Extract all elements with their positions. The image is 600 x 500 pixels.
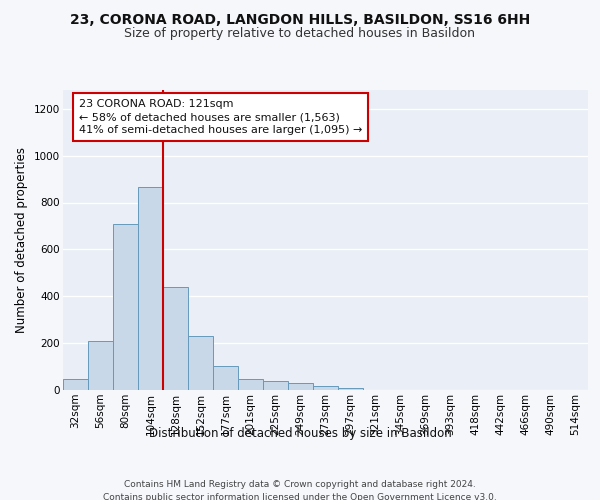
Bar [163, 287, 188, 390]
Bar [188, 336, 213, 390]
Text: Contains HM Land Registry data © Crown copyright and database right 2024.
Contai: Contains HM Land Registry data © Crown c… [103, 480, 497, 500]
Bar [63, 379, 88, 390]
Bar [338, 388, 363, 390]
Text: 23 CORONA ROAD: 121sqm
← 58% of detached houses are smaller (1,563)
41% of semi-: 23 CORONA ROAD: 121sqm ← 58% of detached… [79, 99, 362, 136]
Text: Size of property relative to detached houses in Basildon: Size of property relative to detached ho… [125, 28, 476, 40]
Bar [313, 386, 338, 390]
Bar [113, 224, 138, 390]
Bar [88, 341, 113, 390]
Bar [263, 380, 288, 390]
Text: Distribution of detached houses by size in Basildon: Distribution of detached houses by size … [149, 428, 451, 440]
Bar [213, 366, 238, 390]
Bar [238, 379, 263, 390]
Bar [138, 186, 163, 390]
Bar [288, 384, 313, 390]
Text: 23, CORONA ROAD, LANGDON HILLS, BASILDON, SS16 6HH: 23, CORONA ROAD, LANGDON HILLS, BASILDON… [70, 12, 530, 26]
Y-axis label: Number of detached properties: Number of detached properties [16, 147, 28, 333]
